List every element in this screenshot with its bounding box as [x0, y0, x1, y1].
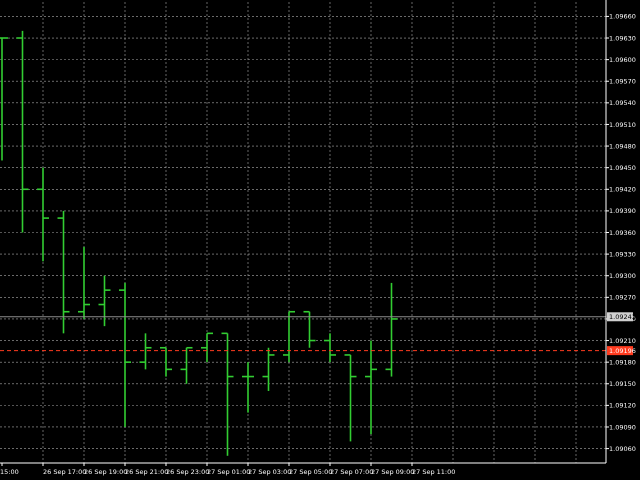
ohlc-bar	[119, 282, 131, 427]
chart-frame	[0, 0, 607, 464]
ohlc-bar	[283, 310, 295, 363]
price-bars	[0, 30, 398, 456]
ohlc-bar	[16, 30, 29, 233]
time-tick-label: 27 Sep 03:00	[248, 468, 291, 476]
time-tick-label: 27 Sep 07:00	[330, 468, 373, 476]
price-tick-label: 1.09630	[609, 34, 636, 42]
time-tick-label: 27 Sep 05:00	[289, 468, 332, 476]
ohlc-bar	[57, 210, 70, 334]
price-tick-label: 1.09660	[609, 13, 636, 21]
ohlc-bar	[262, 347, 275, 391]
ohlc-bar	[324, 333, 336, 363]
ohlc-bar	[160, 346, 172, 377]
time-tick-label: 27 Sep 09:00	[371, 468, 414, 476]
price-tick-label: 1.09180	[609, 358, 636, 366]
ohlc-bar	[37, 167, 49, 262]
bid-price-tag	[607, 312, 633, 322]
time-tick-label: 26 Sep 19:00	[84, 468, 127, 476]
price-tick-label: 1.09330	[609, 250, 636, 258]
ohlc-bar	[139, 333, 152, 370]
price-tick-label: 1.09120	[609, 402, 636, 410]
time-tick-label: 27 Sep 01:00	[207, 468, 250, 476]
price-tick-label: 1.09150	[609, 380, 636, 388]
price-tick-label: 1.09600	[609, 56, 636, 64]
price-tick-label: 1.09480	[609, 142, 636, 150]
ohlc-bar	[78, 246, 90, 319]
ohlc-bar	[385, 282, 398, 377]
price-tick-label: 1.09510	[609, 121, 636, 129]
ohlc-bar	[201, 332, 213, 363]
price-tick-label: 1.09390	[609, 207, 636, 215]
ohlc-bar	[365, 340, 377, 435]
time-tick-label: 26 Sep 21:00	[125, 468, 168, 476]
time-tick-label: 26 Sep 17:00	[43, 468, 86, 476]
stop-level-tag	[607, 346, 633, 356]
ohlc-bar	[0, 37, 8, 161]
price-tick-label: 1.09300	[609, 272, 636, 280]
time-tick-label: 27 Sep 11:00	[412, 468, 455, 476]
stop-level-label: 1.09196	[609, 347, 636, 355]
price-tick-label: 1.09540	[609, 99, 636, 107]
time-tick-label: 15:00	[0, 468, 19, 476]
price-tick-label: 1.09060	[609, 445, 636, 453]
ohlc-bar	[221, 332, 234, 456]
price-tick-label: 1.09270	[609, 294, 636, 302]
price-axis[interactable]: 1.09660 1.09630 1.09600 1.09570 1.09540 1.095…	[606, 13, 636, 453]
ohlc-bar	[303, 310, 316, 348]
price-tick-label: 1.09570	[609, 78, 636, 86]
ohlc-bar	[98, 275, 111, 327]
ohlc-bar	[242, 362, 254, 413]
price-tick-label: 1.09090	[609, 423, 636, 431]
time-tick-label: 26 Sep 23:00	[166, 468, 209, 476]
price-tick-label: 1.09450	[609, 164, 636, 172]
ohlc-bar	[180, 346, 193, 384]
price-tick-label: 1.09420	[609, 186, 636, 194]
price-tick-label: 1.09210	[609, 337, 636, 345]
price-tick-label: 1.09360	[609, 229, 636, 237]
grid	[0, 2, 606, 463]
price-lines	[0, 316, 606, 352]
bid-price-label: 1.09243	[609, 313, 636, 321]
ohlc-bar	[344, 354, 357, 442]
